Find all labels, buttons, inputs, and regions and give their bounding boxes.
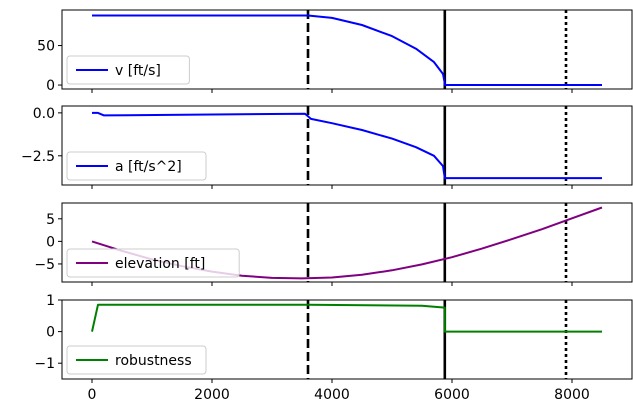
axes-frame [61,105,633,186]
y-tick-label: −1 [34,356,55,372]
panel-4: −1 0 1 0 2000 4000 6000 8000 robustness [34,293,633,403]
legend: elevation [ft] [66,248,240,278]
x-tick-label: 6000 [434,387,470,403]
panel-3: −5 0 5 elevation [ft] [34,202,633,286]
y-tick-label: 1 [46,293,55,309]
legend-label: elevation [ft] [115,256,205,272]
legend-label: robustness [115,353,192,369]
y-tick-label: −5 [34,257,55,273]
panel-1: 0 50 v [ft/s] [37,9,633,94]
legend-label: a [ft/s^2] [115,159,182,175]
legend: a [ft/s^2] [66,151,207,181]
series-line [91,303,602,333]
x-tick-label: 0 [88,387,97,403]
axes-frame [61,9,633,90]
legend-label: v [ft/s] [115,63,161,79]
x-tick-label: 4000 [314,387,350,403]
x-tick-label: 8000 [554,387,590,403]
y-tick-label: 5 [46,212,55,228]
y-tick-label: 0 [46,325,55,341]
axes-frame [61,202,633,283]
y-tick-label: −2.5 [21,149,55,165]
legend: v [ft/s] [66,55,190,85]
series-line [92,111,602,180]
series-line [92,14,602,86]
panel-2: −2.5 0.0 a [ft/s^2] [21,105,633,189]
y-tick-label: 0.0 [33,106,55,122]
y-tick-label: 0 [46,78,55,94]
legend: robustness [66,345,207,375]
axes-frame [61,299,633,380]
x-tick-label: 2000 [194,387,230,403]
y-tick-label: 0 [46,234,55,250]
y-tick-label: 50 [37,39,55,55]
